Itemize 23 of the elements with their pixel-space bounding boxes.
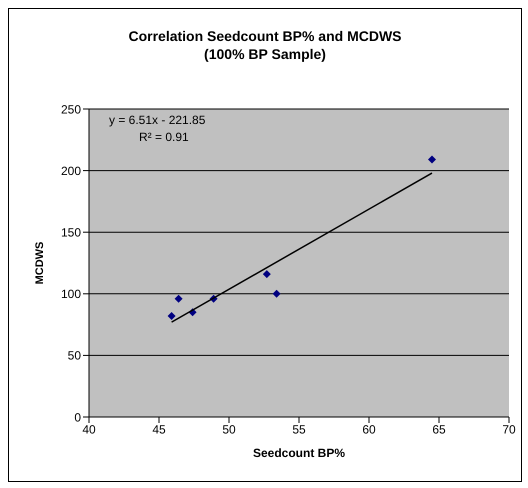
point [174, 294, 183, 303]
x-tick-label: 55 [292, 422, 306, 437]
y-tick-label: 250 [60, 102, 82, 116]
x-tick-label: 65 [432, 422, 446, 437]
x-tick-label: 50 [222, 422, 236, 437]
x-tick-label: 60 [362, 422, 376, 437]
point [262, 270, 271, 278]
x-tick-label: 70 [502, 422, 516, 437]
y-tick-label: 50 [68, 348, 82, 363]
y-tick-label: 100 [60, 287, 82, 302]
annotation: R² = 0.91 [139, 130, 189, 144]
y-tick-label: 200 [60, 164, 82, 178]
point [168, 312, 176, 320]
y-axis-title: MCDWS [34, 242, 46, 284]
x-tick-label: 40 [82, 422, 96, 437]
y-tick-label: 0 [74, 410, 82, 424]
x-tick-label: 45 [152, 422, 166, 437]
x-axis-title: Seedcount BP% [252, 446, 346, 460]
y-tick-label: 150 [60, 225, 82, 240]
chart-title: Correlation Seedcount BP% and MCDWS (100% BP Sample) [127, 27, 403, 63]
annotation: y = 6.51x - 221.85 [109, 113, 206, 127]
point [272, 290, 281, 298]
point [428, 156, 436, 164]
